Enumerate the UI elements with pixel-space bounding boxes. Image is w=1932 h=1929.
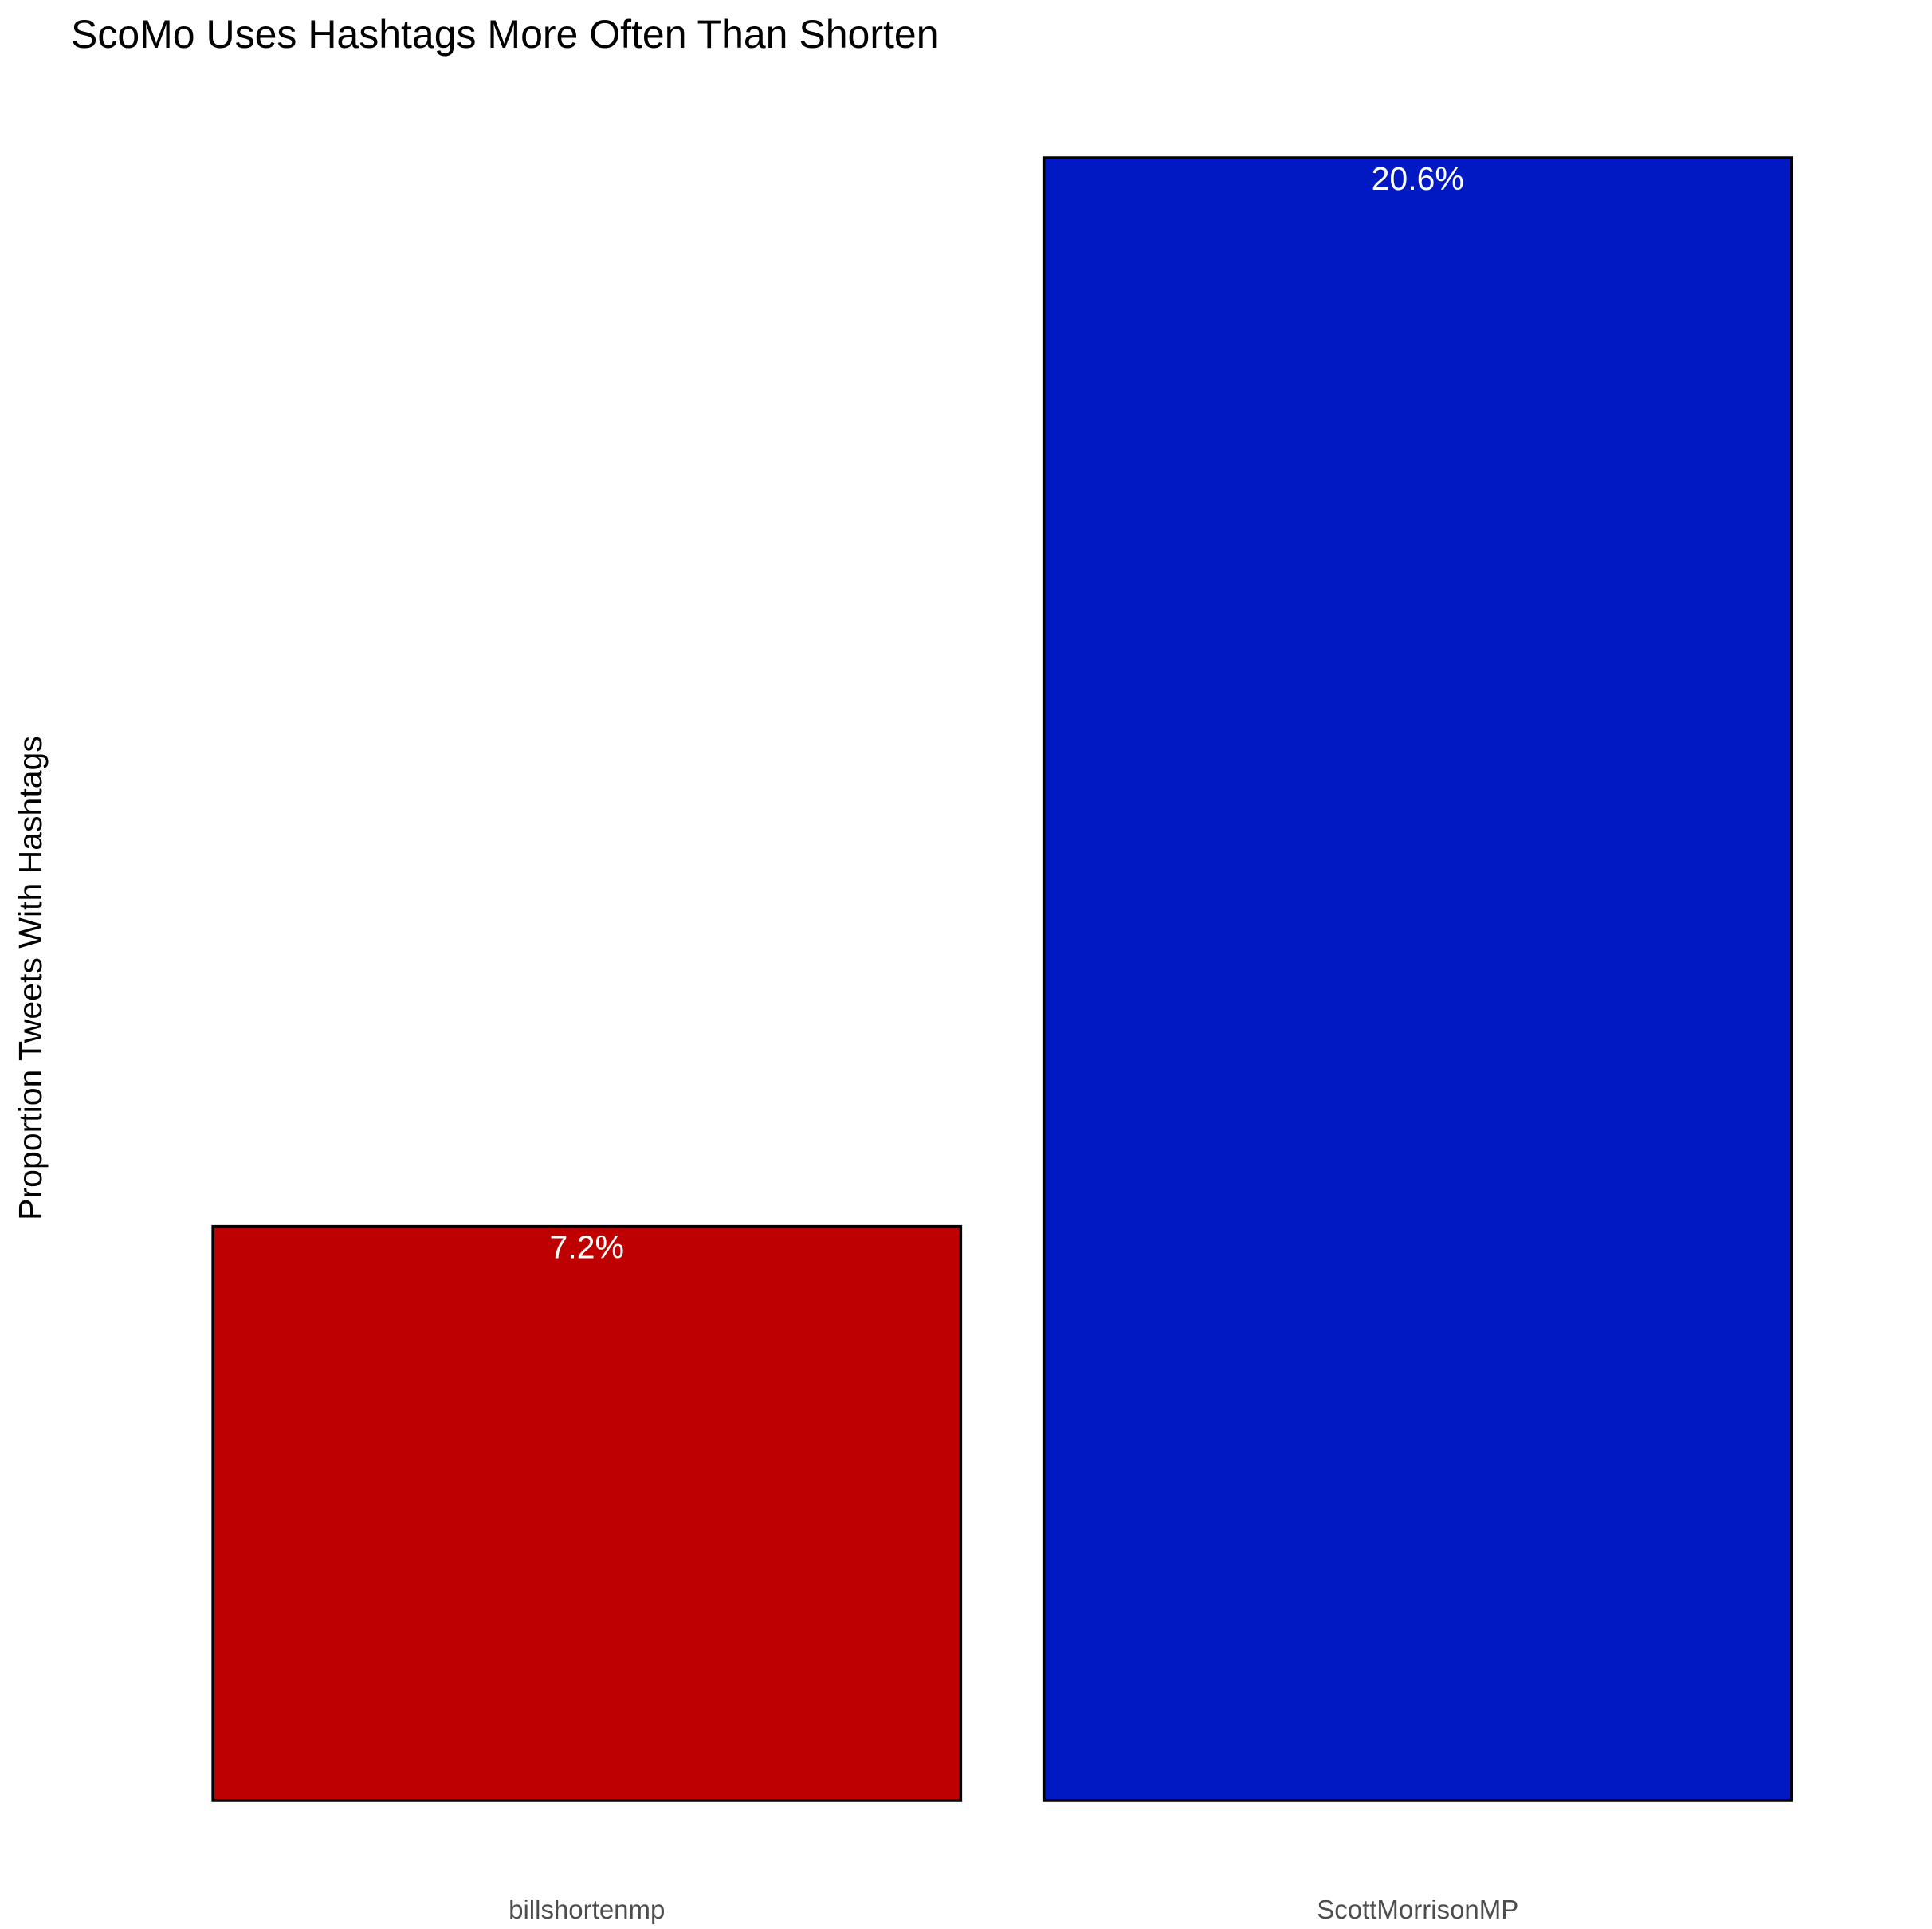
x-tick-label-ScottMorrisonMP: ScottMorrisonMP bbox=[1317, 1895, 1518, 1924]
data-label-ScottMorrisonMP: 20.6% bbox=[1372, 160, 1464, 197]
bar-ScottMorrisonMP bbox=[1042, 156, 1793, 1802]
data-label-billshortenmp: 7.2% bbox=[550, 1229, 624, 1266]
bar-billshortenmp bbox=[211, 1224, 963, 1802]
x-tick-label-billshortenmp: billshortenmp bbox=[509, 1895, 665, 1924]
data-labels-layer: 7.2% 20.6% bbox=[550, 160, 1464, 1266]
y-axis-label: Proportion Tweets With Hashtags bbox=[12, 736, 49, 1220]
chart-title: ScoMo Uses Hashtags More Often Than Shor… bbox=[71, 12, 939, 57]
bars-layer bbox=[211, 156, 1793, 1802]
x-axis-ticks: billshortenmp ScottMorrisonMP bbox=[509, 1895, 1518, 1924]
